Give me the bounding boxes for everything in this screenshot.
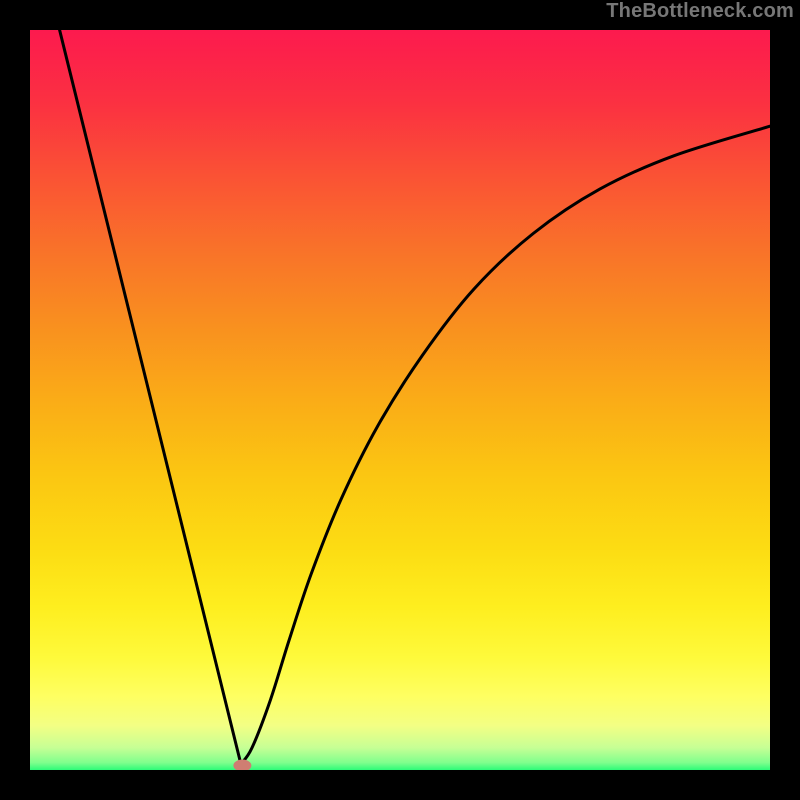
plot-svg bbox=[30, 30, 770, 770]
watermark-text: TheBottleneck.com bbox=[606, 0, 794, 23]
gradient-background bbox=[30, 30, 770, 770]
chart-frame: TheBottleneck.com bbox=[0, 0, 800, 800]
plot-area bbox=[30, 30, 770, 770]
